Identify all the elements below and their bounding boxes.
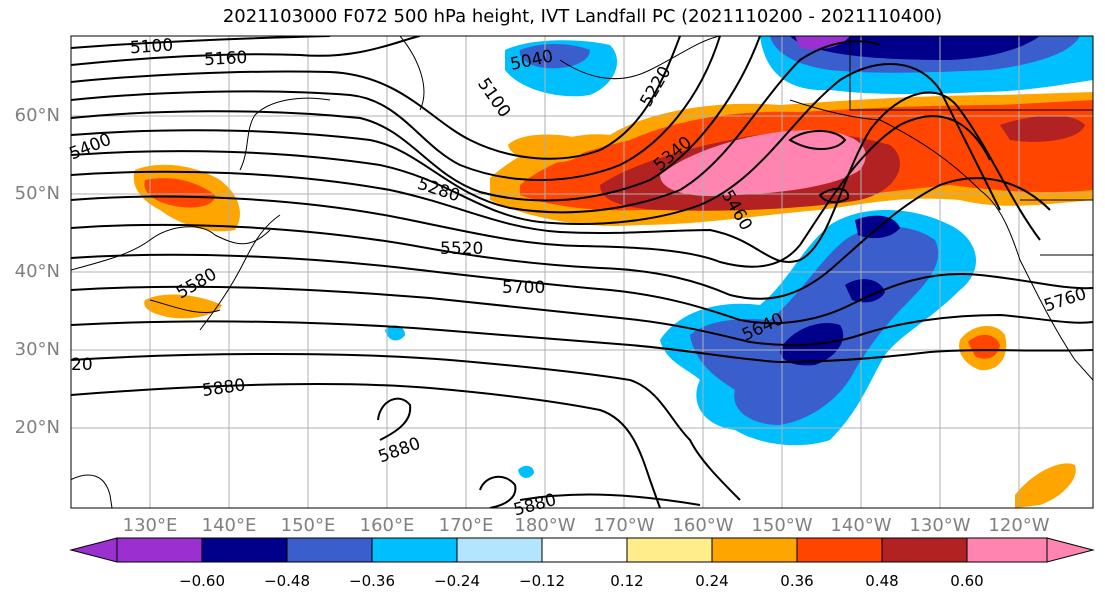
colorbar-tick: −0.36 [349, 572, 395, 590]
lat-label: 20°N [14, 417, 60, 438]
colorbar-tick: −0.48 [264, 572, 310, 590]
coastlines [71, 36, 1093, 508]
lon-label: 150°W [751, 515, 813, 536]
lon-label: 120°W [988, 515, 1050, 536]
colorbar-tick: 0.24 [695, 572, 729, 590]
height-contours [71, 36, 1093, 508]
contour-label: 5880 [201, 375, 247, 401]
colorbar-tick: −0.24 [434, 572, 480, 590]
contour-label: 5220 [637, 63, 676, 110]
lat-label: 30°N [14, 339, 60, 360]
lon-label: 140°W [830, 515, 892, 536]
colorbar-tick: 0.48 [865, 572, 899, 590]
lon-label: 170°W [593, 515, 655, 536]
colorbar-tick: −0.60 [179, 572, 225, 590]
negative-ivt-shading [385, 36, 1093, 478]
contour-label: 5280 [415, 174, 462, 206]
lon-label: 130°E [122, 515, 178, 536]
contour-label: 5700 [502, 278, 545, 298]
lon-label: 180°W [514, 515, 576, 536]
contour-label: 5520 [440, 239, 483, 259]
lon-label: 170°E [438, 515, 494, 536]
plot-frame [70, 35, 1094, 509]
lat-label: 50°N [14, 183, 60, 204]
lat-label: 40°N [14, 261, 60, 282]
contour-label: 5100 [129, 35, 174, 58]
lat-label: 60°N [14, 105, 60, 126]
colorbar-tick: 0.36 [780, 572, 814, 590]
map-title: 2021103000 F072 500 hPa height, IVT Land… [222, 6, 943, 27]
map-gridlines [71, 36, 1093, 508]
contour-label: 20 [71, 355, 93, 375]
lon-label: 160°E [359, 515, 415, 536]
colorbar-tick: −0.12 [519, 572, 565, 590]
colorbar [69, 537, 1095, 563]
lon-label: 130°W [909, 515, 971, 536]
lon-label: 140°E [201, 515, 257, 536]
lon-label: 150°E [280, 515, 336, 536]
contour-label: 5100 [473, 74, 514, 121]
contour-label: 5760 [1042, 284, 1089, 316]
colorbar-tick: 0.60 [950, 572, 984, 590]
lon-label: 160°W [672, 515, 734, 536]
contour-label: 5160 [204, 48, 248, 70]
colorbar-tick: 0.12 [610, 572, 644, 590]
